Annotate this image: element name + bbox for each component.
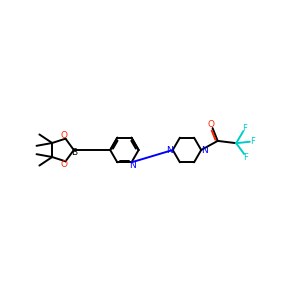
Text: F: F bbox=[242, 124, 247, 133]
Text: O: O bbox=[61, 131, 68, 140]
Text: O: O bbox=[61, 160, 68, 169]
Text: B: B bbox=[71, 148, 77, 157]
Text: N: N bbox=[130, 161, 136, 170]
Text: F: F bbox=[243, 153, 248, 162]
Text: N: N bbox=[201, 146, 208, 154]
Text: F: F bbox=[250, 137, 255, 146]
Text: N: N bbox=[166, 146, 173, 154]
Text: O: O bbox=[208, 120, 215, 129]
